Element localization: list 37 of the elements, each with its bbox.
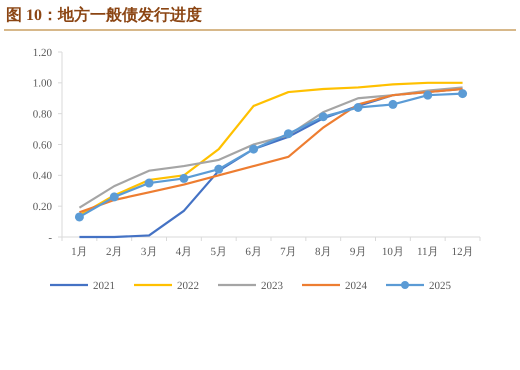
x-tick-label: 3月 bbox=[140, 246, 158, 258]
point bbox=[179, 174, 188, 183]
point bbox=[423, 90, 432, 100]
y-tick-label: 0.20 bbox=[32, 201, 52, 214]
y-tick-label: - bbox=[48, 232, 52, 244]
x-tick-label: 2月 bbox=[106, 246, 122, 258]
x-tick-label: 12月 bbox=[452, 246, 474, 258]
point bbox=[249, 144, 258, 154]
legend-label: 2021 bbox=[93, 280, 115, 292]
point bbox=[458, 89, 468, 98]
y-tick-label: 0.40 bbox=[32, 170, 52, 182]
x-tick-label: 9月 bbox=[350, 246, 366, 258]
y-tick-label: 0.80 bbox=[32, 108, 52, 121]
point bbox=[388, 100, 398, 109]
y-tick-label: 0.60 bbox=[32, 139, 52, 152]
point bbox=[74, 212, 84, 222]
point bbox=[144, 178, 154, 188]
x-tick-label: 7月 bbox=[280, 246, 297, 258]
point bbox=[284, 129, 293, 138]
legend-label: 2022 bbox=[177, 280, 199, 292]
x-tick-label: 6月 bbox=[245, 246, 262, 258]
x-tick-label: 5月 bbox=[210, 246, 227, 258]
y-tick-label: 1.20 bbox=[32, 46, 52, 59]
x-tick-label: 1月 bbox=[71, 246, 88, 258]
point bbox=[110, 192, 119, 202]
x-tick-label: 11月 bbox=[416, 246, 439, 258]
legend-label: 2025 bbox=[429, 280, 452, 292]
x-tick-label: 4月 bbox=[176, 246, 192, 258]
legend-label: 2023 bbox=[261, 280, 284, 292]
x-tick-label: 8月 bbox=[315, 246, 332, 258]
y-tick-label: 1.00 bbox=[32, 78, 52, 90]
point bbox=[354, 103, 363, 112]
point bbox=[318, 112, 328, 122]
legend-label: 2024 bbox=[345, 280, 368, 292]
point bbox=[214, 164, 224, 174]
x-tick-label: 10月 bbox=[382, 246, 404, 258]
chart-title: 图 10：地方一般债发行进度 bbox=[6, 5, 202, 24]
